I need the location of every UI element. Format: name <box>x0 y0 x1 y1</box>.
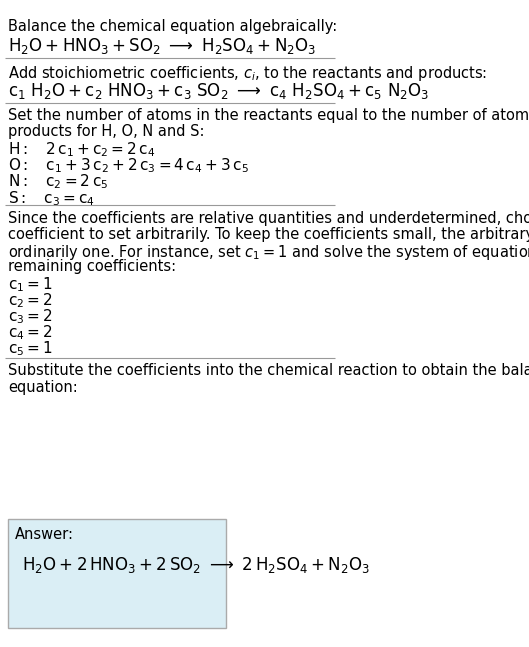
Text: products for H, O, N and S:: products for H, O, N and S: <box>8 124 205 140</box>
Text: $\mathrm{O:\ \ \ c_1 + 3\,c_2 + 2\,c_3 = 4\,c_4 + 3\,c_5}$: $\mathrm{O:\ \ \ c_1 + 3\,c_2 + 2\,c_3 =… <box>8 157 249 175</box>
Text: $\mathrm{c_1 = 1}$: $\mathrm{c_1 = 1}$ <box>8 275 53 294</box>
Text: Add stoichiometric coefficients, $c_i$, to the reactants and products:: Add stoichiometric coefficients, $c_i$, … <box>8 64 487 83</box>
Text: $\mathrm{c_5 = 1}$: $\mathrm{c_5 = 1}$ <box>8 340 53 358</box>
Text: remaining coefficients:: remaining coefficients: <box>8 259 176 274</box>
Text: $\mathrm{H_2O + 2\,HNO_3 + 2\,SO_2 \ \longrightarrow \ 2\,H_2SO_4 + N_2O_3}$: $\mathrm{H_2O + 2\,HNO_3 + 2\,SO_2 \ \lo… <box>22 554 370 575</box>
FancyBboxPatch shape <box>8 520 226 628</box>
Text: Substitute the coefficients into the chemical reaction to obtain the balanced: Substitute the coefficients into the che… <box>8 364 529 378</box>
Text: equation:: equation: <box>8 380 78 395</box>
Text: $\mathrm{c_1\ H_2O + c_2\ HNO_3 + c_3\ SO_2 \ \longrightarrow \ c_4\ H_2SO_4 + c: $\mathrm{c_1\ H_2O + c_2\ HNO_3 + c_3\ S… <box>8 81 430 101</box>
Text: $\mathrm{c_4 = 2}$: $\mathrm{c_4 = 2}$ <box>8 324 53 342</box>
Text: Since the coefficients are relative quantities and underdetermined, choose a: Since the coefficients are relative quan… <box>8 211 529 226</box>
Text: $\mathrm{c_2 = 2}$: $\mathrm{c_2 = 2}$ <box>8 291 53 310</box>
Text: coefficient to set arbitrarily. To keep the coefficients small, the arbitrary va: coefficient to set arbitrarily. To keep … <box>8 227 529 242</box>
Text: $\mathrm{H_2O + HNO_3 + SO_2 \ \longrightarrow \ H_2SO_4 + N_2O_3}$: $\mathrm{H_2O + HNO_3 + SO_2 \ \longrigh… <box>8 36 316 56</box>
Text: $\mathrm{H:\ \ \ 2\,c_1 + c_2 = 2\,c_4}$: $\mathrm{H:\ \ \ 2\,c_1 + c_2 = 2\,c_4}$ <box>8 140 156 159</box>
Text: Set the number of atoms in the reactants equal to the number of atoms in the: Set the number of atoms in the reactants… <box>8 108 529 124</box>
Text: $\mathrm{S:\ \ \ c_3 = c_4}$: $\mathrm{S:\ \ \ c_3 = c_4}$ <box>8 189 95 208</box>
Text: ordinarily one. For instance, set $c_1 = 1$ and solve the system of equations fo: ordinarily one. For instance, set $c_1 =… <box>8 243 529 262</box>
Text: $\mathrm{N:\ \ \ c_2 = 2\,c_5}$: $\mathrm{N:\ \ \ c_2 = 2\,c_5}$ <box>8 173 108 192</box>
Text: Answer:: Answer: <box>15 527 74 542</box>
Text: Balance the chemical equation algebraically:: Balance the chemical equation algebraica… <box>8 19 338 34</box>
Text: $\mathrm{c_3 = 2}$: $\mathrm{c_3 = 2}$ <box>8 307 53 326</box>
